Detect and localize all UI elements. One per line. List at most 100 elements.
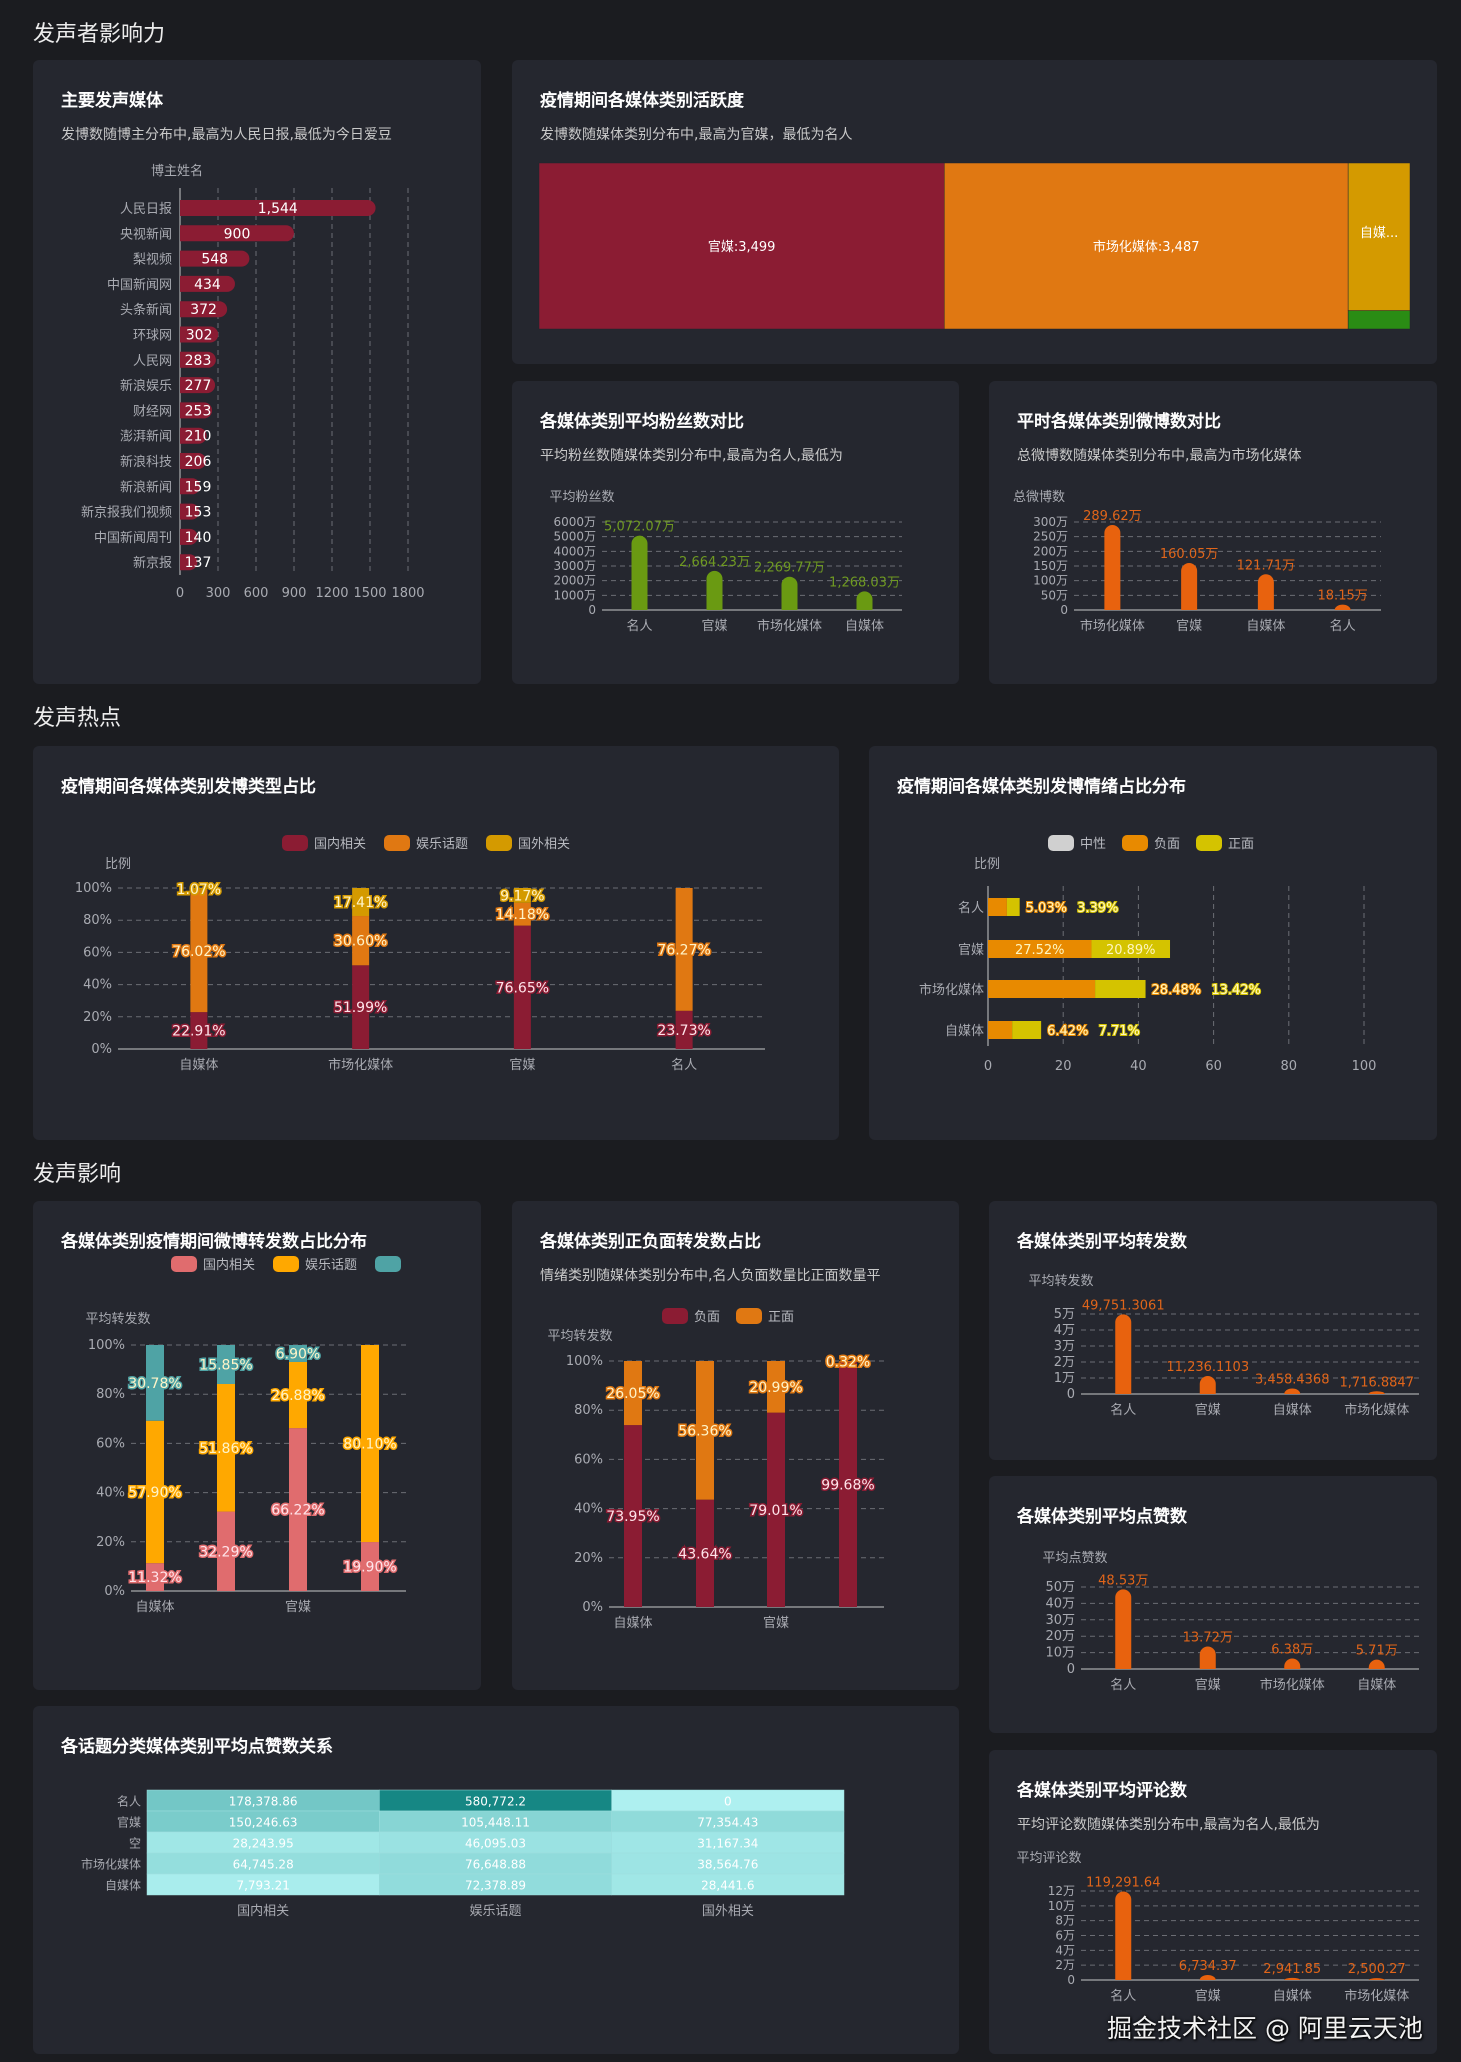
segment-label: 13.42% [1211,983,1261,998]
y-tick-label: 名人 [958,900,984,916]
bar-value-label: 49,751.3061 [1082,1298,1165,1313]
bar-segment [289,1361,307,1429]
chart-subtitle: 总微博数随媒体类别分布中,最高为市场化媒体 [1017,448,1302,464]
legend-swatch [282,835,308,851]
bar-value-label: 900 [224,226,251,242]
legend-swatch [273,1256,299,1272]
bar-value-label: 6.38万 [1271,1643,1313,1658]
y-tick-label: 200万 [1033,544,1068,558]
heatmap-value: 76,648.88 [465,1858,526,1872]
y-tick-label: 300万 [1033,515,1068,529]
y-tick-label: 40% [83,978,112,993]
bar-segment [696,1499,714,1607]
y-tick-label: 官媒 [958,942,984,958]
bar-segment [146,1345,164,1421]
segment-label: 14.18% [496,907,549,923]
bar [180,275,235,292]
y-tick-label: 60% [96,1436,125,1451]
segment-label: 20.99% [749,1380,802,1396]
heatmap-value: 38,564.76 [697,1858,758,1872]
heatmap-value: 105,448.11 [461,1816,530,1830]
legend-swatch [1196,835,1222,851]
y-tick-label: 澎湃新闻 [120,429,172,445]
bar [1368,1391,1385,1394]
chart-title: 疫情期间各媒体类别发博情绪占比分布 [897,777,1186,797]
y-tick-label: 人民网 [133,354,172,369]
y-tick-label: 0% [104,1584,125,1599]
bar [180,326,219,343]
bar-segment [289,1428,307,1591]
bar-value-label: 153 [185,505,212,521]
x-tick-label: 自媒体 [1246,619,1285,634]
y-tick-label: 3000万 [553,559,596,573]
bar [1199,1646,1216,1669]
panel-avg-likes: 各媒体类别平均点赞数 0 10万 20万 30万 40万 50万 平均点赞数 48.53万 13.… [989,1476,1437,1733]
panel-post-type-ratio: 疫情期间各媒体类别发博类型占比 国内相关 娱乐话题 国外相关 0% 20% 40% 60% 80… [33,746,839,1140]
y-tick-label: 10万 [1045,1646,1075,1661]
x-tick-label: 市场化媒体 [1080,618,1145,634]
legend-label: 负面 [694,1310,720,1325]
column-label: 国内相关 [237,1903,289,1919]
bar-value-label: 5.71万 [1356,1644,1398,1659]
bar-segment [146,1420,164,1564]
heatmap-value: 7,793.21 [236,1879,289,1893]
heatmap-value: 0 [724,1795,732,1809]
segment-label: 30.60% [334,934,387,950]
legend-label: 正面 [1228,837,1254,852]
bar-segment [624,1361,642,1426]
row-label: 空 [129,1837,141,1851]
bar-value-label: 160.05万 [1160,547,1219,562]
x-tick-label: 1200 [315,586,348,601]
heatmap-value: 77,354.43 [697,1816,758,1830]
x-tick-label: 自媒体 [179,1058,218,1073]
bar-value-label: 434 [194,277,221,293]
panel-repost-ratio: 各媒体类别疫情期间微博转发数占比分布 国内相关 娱乐话题 0% 20% 40% 60% 80%… [33,1201,481,1690]
y-tick-label: 0 [1060,603,1068,617]
segment-label: 9.17% [500,888,544,904]
legend: 中性 负面 正面 [1048,835,1254,852]
chart-subtitle: 发博数随博主分布中,最高为人民日报,最低为今日爱豆 [61,127,392,143]
legend-swatch [736,1308,762,1324]
y-tick-label: 100% [88,1338,125,1353]
y-tick-label: 自媒体 [945,1024,984,1039]
bar-segment [146,1563,164,1591]
panel-posneg-repost: 各媒体类别正负面转发数占比 情绪类别随媒体类别分布中,名人负面数量比正面数量平 负面… [512,1201,959,1690]
y-axis-label: 总微博数 [1013,490,1065,505]
bar-value-label: 6,734.37 [1179,1959,1237,1974]
segment-label: 76.65% [496,980,549,996]
x-tick-label: 40 [1130,1059,1147,1074]
y-axis-label: 比例 [105,857,131,872]
bar-segment [361,1345,379,1543]
segment-label: 51.86% [199,1441,252,1457]
chart-title: 疫情期间各媒体类别活跃度 [540,91,744,111]
bar-segment [839,1361,857,1607]
panel-sentiment-ratio: 疫情期间各媒体类别发博情绪占比分布 中性 负面 正面 0 20 40 60 80 100 比例 名人 5… [869,746,1437,1140]
bar-value-label: 159 [185,479,212,495]
segment-label: 0.32% [826,1354,870,1370]
treemap-label: 自媒... [1360,226,1398,241]
x-tick-label: 市场化媒体 [1260,1677,1325,1693]
bar [1284,1388,1301,1394]
legend: 国内相关 娱乐话题 国外相关 [282,835,570,852]
y-tick-label: 新浪科技 [120,454,172,470]
x-tick-label: 市场化媒体 [1344,1988,1409,2004]
bar-value-label: 2,664.23万 [679,555,750,570]
y-tick-label: 150万 [1033,559,1068,573]
y-tick-label: 30万 [1045,1613,1075,1628]
bar-segment [190,888,208,890]
y-tick-label: 人民日报 [120,202,172,217]
column-label: 国外相关 [702,1904,754,1919]
x-tick-label: 官媒 [1195,1988,1221,2004]
y-tick-label: 40万 [1045,1596,1075,1611]
bar [1284,1658,1301,1669]
bar-segment [988,1021,1013,1039]
y-tick-label: 80% [96,1387,125,1402]
bar-segment [767,1412,785,1607]
treemap-label: 官媒:3,499 [708,239,776,255]
bar [180,402,213,419]
chart-title: 各话题分类媒体类别平均点赞数关系 [61,1737,333,1757]
bar [631,535,648,610]
y-tick-label: 头条新闻 [120,302,172,318]
segment-label: 11.32% [128,1570,181,1586]
